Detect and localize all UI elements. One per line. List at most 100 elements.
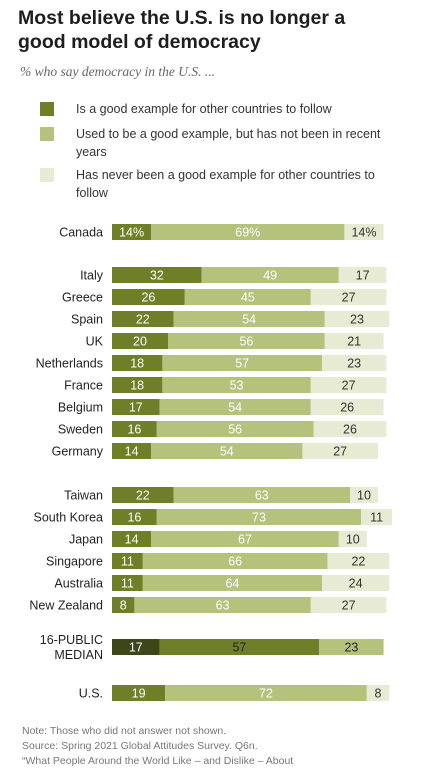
category-label-line-australia-0: Australia (54, 577, 103, 591)
category-label-greece: Greece (62, 291, 103, 305)
data-label-greece-2: 27 (342, 291, 356, 305)
bar-segment-italy-2 (338, 267, 387, 283)
chart-title: Most believe the U.S. is no longer a goo… (18, 6, 418, 54)
bar-row-south-korea: South Korea 16 73 11 (34, 509, 392, 525)
data-label-netherlands-2: 23 (347, 357, 361, 371)
bar-segment-16-public-median-1 (159, 639, 320, 655)
bar-segment-new-zealand-2 (310, 597, 387, 613)
bar-segment-italy-1 (201, 267, 339, 283)
category-label-france: France (64, 379, 103, 393)
bar-segment-australia-1 (142, 575, 322, 591)
category-label-line-16-public-median-1: MEDIAN (54, 648, 103, 662)
data-label-uk-0: 20 (133, 335, 147, 349)
data-label-u-s-1: 72 (259, 687, 273, 701)
bar-segment-singapore-1 (142, 553, 328, 569)
category-label-line-belgium-0: Belgium (58, 401, 103, 415)
data-label-spain-2: 23 (350, 313, 364, 327)
bar-segment-u-s-2 (366, 685, 390, 701)
data-label-canada-1: 69% (235, 226, 260, 240)
data-label-france-0: 18 (130, 379, 144, 393)
data-label-new-zealand-1: 63 (216, 599, 230, 613)
bar-segment-taiwan-2 (350, 487, 378, 503)
bar-segment-uk-2 (324, 333, 384, 349)
bar-segment-germany-2 (302, 443, 378, 459)
category-label-south-korea: South Korea (34, 511, 104, 525)
bar-row-16-public-median: 16-PUBLIC MEDIAN 17 57 23 (40, 633, 384, 662)
footer-source: Source: Spring 2021 Global Attitudes Sur… (22, 740, 258, 752)
data-label-south-korea-2: 11 (370, 511, 383, 525)
bar-segment-greece-2 (310, 289, 387, 305)
category-label-line-france-0: France (64, 379, 103, 393)
bar-segment-uk-0 (112, 333, 168, 349)
bar-segment-south-korea-2 (361, 509, 392, 525)
category-label-line-germany-0: Germany (52, 445, 104, 459)
category-label-sweden: Sweden (58, 423, 103, 437)
data-label-16-public-median-1: 57 (232, 641, 246, 655)
data-label-greece-1: 45 (241, 291, 255, 305)
data-label-sweden-0: 16 (127, 423, 141, 437)
legend-label-used-to-be: Used to be a good example, but has not b… (76, 127, 381, 159)
bar-row-italy: Italy 32 49 17 (80, 267, 387, 283)
category-label-16-public-median: 16-PUBLIC MEDIAN (40, 633, 103, 662)
bar-segment-u-s-0 (112, 685, 166, 701)
category-label-line-taiwan-0: Taiwan (64, 489, 103, 503)
bar-segment-japan-0 (112, 531, 152, 547)
bar-row-sweden: Sweden 16 56 26 (58, 421, 387, 437)
category-label-new-zealand: New Zealand (29, 599, 103, 613)
data-label-australia-0: 11 (121, 577, 134, 591)
data-label-singapore-1: 66 (228, 555, 242, 569)
bar-row-u-s: U.S. 19 72 8 (79, 685, 390, 701)
bar-row-australia: Australia 11 64 24 (54, 575, 390, 591)
bar-row-taiwan: Taiwan 22 63 10 (64, 487, 378, 503)
bar-segment-spain-0 (112, 311, 174, 327)
category-label-line-italy-0: Italy (80, 269, 104, 283)
legend-swatch-good-example (40, 102, 54, 116)
category-label-u-s: U.S. (79, 687, 103, 701)
data-label-new-zealand-0: 8 (120, 599, 127, 613)
data-label-france-2: 27 (342, 379, 356, 393)
data-label-belgium-1: 54 (228, 401, 242, 415)
data-label-belgium-0: 17 (129, 401, 143, 415)
category-label-line-uk-0: UK (86, 335, 104, 349)
bar-segment-belgium-1 (159, 399, 311, 415)
data-label-spain-0: 22 (136, 313, 150, 327)
bar-segment-france-2 (310, 377, 387, 393)
category-label-taiwan: Taiwan (64, 489, 103, 503)
bar-row-france: France 18 53 27 (64, 377, 387, 393)
data-label-south-korea-1: 73 (252, 511, 266, 525)
data-label-japan-1: 67 (238, 533, 252, 547)
category-label-line-japan-0: Japan (69, 533, 103, 547)
category-label-line-canada-0: Canada (59, 226, 103, 240)
legend-swatch-used-to-be (40, 127, 54, 141)
bar-row-singapore: Singapore 11 66 22 (46, 553, 390, 569)
bar-segment-belgium-2 (310, 399, 384, 415)
legend-label-good-example: Is a good example for other countries to… (76, 102, 332, 116)
category-label-germany: Germany (52, 445, 104, 459)
bar-segment-australia-0 (112, 575, 143, 591)
chart-title-line-1: Most believe the U.S. is no longer a (18, 7, 346, 29)
bar-segment-belgium-0 (112, 399, 160, 415)
bar-segment-16-public-median-2 (319, 639, 384, 655)
category-label-line-netherlands-0: Netherlands (36, 357, 103, 371)
bar-segment-south-korea-1 (156, 509, 362, 525)
bar-segment-singapore-0 (112, 553, 143, 569)
bar-segment-italy-0 (112, 267, 202, 283)
bar-row-germany: Germany 14 54 27 (52, 443, 378, 459)
bar-segment-spain-2 (324, 311, 390, 327)
data-label-singapore-2: 22 (351, 555, 365, 569)
bar-segment-netherlands-1 (162, 355, 322, 371)
bar-segment-16-public-median-0 (112, 639, 160, 655)
bar-segment-sweden-0 (112, 421, 157, 437)
bar-segment-spain-1 (173, 311, 325, 327)
category-label-canada: Canada (59, 226, 103, 240)
data-label-canada-0: 14% (119, 226, 144, 240)
data-label-u-s-0: 19 (132, 687, 146, 701)
bar-segment-greece-1 (184, 289, 311, 305)
bar-row-netherlands: Netherlands 18 57 23 (36, 355, 387, 371)
bar-row-belgium: Belgium 17 54 26 (58, 399, 384, 415)
data-label-16-public-median-2: 23 (344, 641, 358, 655)
chart-footer: Note: Those who did not answer not shown… (22, 724, 422, 769)
data-label-sweden-1: 56 (228, 423, 242, 437)
data-label-germany-2: 27 (333, 445, 347, 459)
chart-subtitle: % who say democracy in the U.S. ... (20, 64, 215, 79)
